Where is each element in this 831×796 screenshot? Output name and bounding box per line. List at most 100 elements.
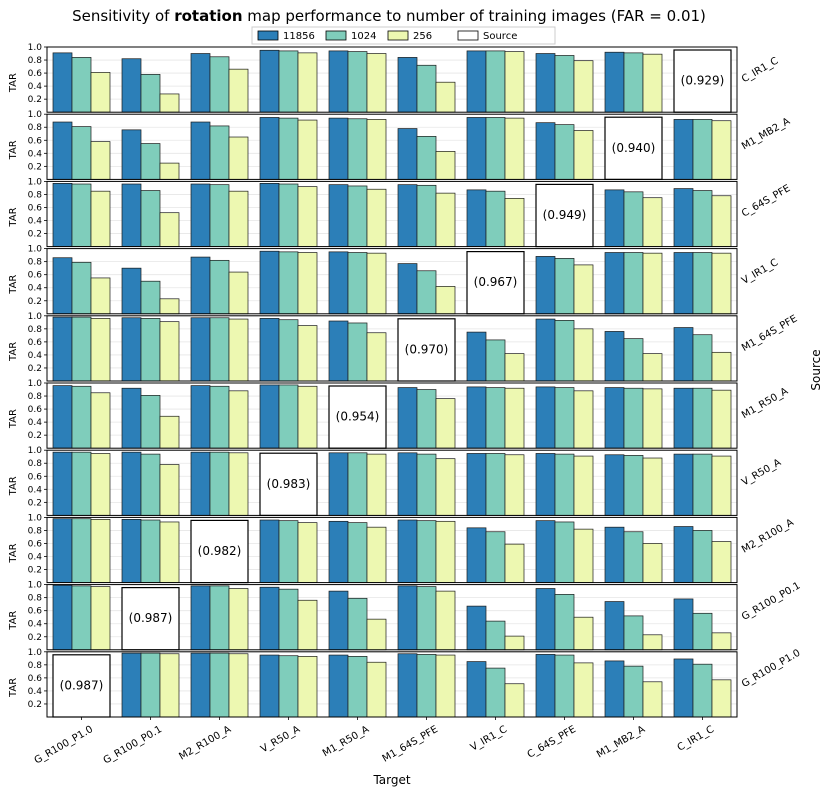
bar-C_64S_PFE-1024 xyxy=(554,55,575,113)
y-axis-label: TAR xyxy=(8,207,19,227)
x-tick-label: C_IR1_C xyxy=(676,724,716,754)
y-tick-label: 0.8 xyxy=(28,392,43,402)
bar-M1_R50_A-256 xyxy=(366,53,387,113)
x-tick-label: G_R100_P1.0 xyxy=(33,724,95,766)
source-value-label: (0.987) xyxy=(60,678,104,692)
bar-G_R100_P1.0-1024 xyxy=(71,183,92,247)
x-tick-label: M1_R50_A xyxy=(321,724,371,759)
source-value-label: (0.970) xyxy=(405,342,449,356)
y-tick-label: 0.2 xyxy=(28,431,42,441)
bar-V_IR1_C-11856 xyxy=(466,605,487,651)
bar-M1_64S_PFE-256 xyxy=(435,590,456,651)
bar-M1_R50_A-1024 xyxy=(347,597,368,651)
bar-M1_64S_PFE-11856 xyxy=(397,653,418,718)
panel-frame xyxy=(46,382,738,449)
bar-G_R100_P1.0-11856 xyxy=(52,257,73,315)
bar-V_R50_A-256 xyxy=(297,52,318,113)
bar-M1_MB2_A-11856 xyxy=(604,387,625,449)
bar-V_IR1_C-11856 xyxy=(466,453,487,516)
bar-M1_MB2_A-1024 xyxy=(623,531,644,583)
bar-V_IR1_C-1024 xyxy=(485,667,506,718)
bar-M2_R100_A-1024 xyxy=(209,451,230,516)
bar-G_R100_P1.0-1024 xyxy=(71,585,92,651)
bar-G_R100_P1.0-256 xyxy=(90,190,111,247)
y-tick-label: 0.6 xyxy=(28,405,43,415)
bar-V_IR1_C-1024 xyxy=(485,190,506,247)
source-box-G_R100_P1.0 xyxy=(52,654,111,718)
bar-V_R50_A-11856 xyxy=(259,586,280,651)
bar-G_R100_P0.1-11856 xyxy=(121,317,142,382)
panel-frame xyxy=(46,113,738,180)
y-tick-label: 0.6 xyxy=(28,271,43,281)
bar-M2_R100_A-11856 xyxy=(190,256,211,315)
bar-M2_R100_A-256 xyxy=(228,390,249,449)
y-tick-label: 0.8 xyxy=(28,661,43,671)
bar-C_IR1_C-256 xyxy=(711,455,732,516)
bar-G_R100_P0.1-1024 xyxy=(140,318,161,382)
y-tick-label: 0.2 xyxy=(28,230,42,240)
bar-G_R100_P0.1-11856 xyxy=(121,183,142,247)
x-tick-label: G_R100_P0.1 xyxy=(102,724,164,766)
bar-C_IR1_C-11856 xyxy=(673,188,694,247)
bar-M1_R50_A-11856 xyxy=(328,320,349,382)
bar-M1_64S_PFE-256 xyxy=(435,520,456,583)
bar-M1_R50_A-11856 xyxy=(328,590,349,651)
y-tick-label: 0.8 xyxy=(28,123,43,133)
row-source-label: C_IR1_C xyxy=(740,56,780,86)
bar-V_R50_A-256 xyxy=(297,186,318,247)
source-box-M1_R50_A xyxy=(328,385,387,449)
y-tick-label: 0.2 xyxy=(28,95,42,105)
bar-M2_R100_A-1024 xyxy=(209,184,230,247)
panel-frame xyxy=(46,651,738,718)
bar-C_IR1_C-1024 xyxy=(692,387,713,449)
bar-G_R100_P0.1-256 xyxy=(159,464,180,516)
panel-V_IR1_C: (0.967) 0.2 0.4 0.6 0.8 1.0 TAR V_IR1_C xyxy=(8,245,780,315)
bar-M1_MB2_A-256 xyxy=(642,457,663,516)
bar-C_64S_PFE-11856 xyxy=(535,520,556,583)
bar-V_R50_A-11856 xyxy=(259,519,280,583)
bar-G_R100_P0.1-11856 xyxy=(121,519,142,583)
y-tick-label: 1.0 xyxy=(28,379,43,389)
bar-M1_R50_A-256 xyxy=(366,453,387,516)
bar-M2_R100_A-1024 xyxy=(209,652,230,718)
bar-G_R100_P1.0-256 xyxy=(90,453,111,516)
bar-G_R100_P1.0-11856 xyxy=(52,518,73,583)
bar-M1_R50_A-11856 xyxy=(328,50,349,113)
bar-V_R50_A-256 xyxy=(297,325,318,382)
bar-V_IR1_C-256 xyxy=(504,635,525,651)
bar-C_64S_PFE-1024 xyxy=(554,387,575,449)
panel-frame xyxy=(46,180,738,248)
bar-V_R50_A-256 xyxy=(297,119,318,180)
bar-M2_R100_A-256 xyxy=(228,190,249,247)
bar-M1_64S_PFE-11856 xyxy=(397,128,418,180)
bar-M1_64S_PFE-256 xyxy=(435,398,456,449)
bar-V_R50_A-1024 xyxy=(278,655,299,718)
bar-M2_R100_A-256 xyxy=(228,452,249,516)
bar-G_R100_P1.0-1024 xyxy=(71,126,92,180)
bar-M1_R50_A-256 xyxy=(366,661,387,718)
panel-M1_R50_A: (0.954) 0.2 0.4 0.6 0.8 1.0 TAR M1_R50_A xyxy=(8,379,790,449)
bar-M1_64S_PFE-256 xyxy=(435,458,456,516)
y-tick-label: 0.6 xyxy=(28,203,43,213)
bar-G_R100_P0.1-11856 xyxy=(121,267,142,315)
bar-M1_64S_PFE-11856 xyxy=(397,57,418,113)
panel-C_64S_PFE: (0.949) 0.2 0.4 0.6 0.8 1.0 TAR C_64S_PFE xyxy=(8,177,792,248)
y-tick-label: 1.0 xyxy=(28,312,43,322)
bar-M2_R100_A-11856 xyxy=(190,652,211,718)
bar-V_IR1_C-11856 xyxy=(466,527,487,583)
bar-G_R100_P0.1-11856 xyxy=(121,387,142,449)
bar-M1_64S_PFE-1024 xyxy=(416,586,437,651)
bar-M1_MB2_A-1024 xyxy=(623,665,644,718)
bar-M1_R50_A-11856 xyxy=(328,654,349,718)
source-value-label: (0.929) xyxy=(681,74,725,88)
y-tick-label: 0.4 xyxy=(28,284,43,294)
bar-M1_R50_A-11856 xyxy=(328,452,349,516)
x-tick-label: M2_R100_A xyxy=(177,724,233,763)
bar-C_64S_PFE-11856 xyxy=(535,122,556,180)
source-value-label: (0.987) xyxy=(129,611,173,625)
y-tick-label: 0.4 xyxy=(28,418,43,428)
source-box-C_IR1_C xyxy=(673,49,732,113)
bar-M2_R100_A-11856 xyxy=(190,385,211,449)
bar-C_64S_PFE-1024 xyxy=(554,521,575,583)
y-tick-label: 1.0 xyxy=(28,245,43,255)
